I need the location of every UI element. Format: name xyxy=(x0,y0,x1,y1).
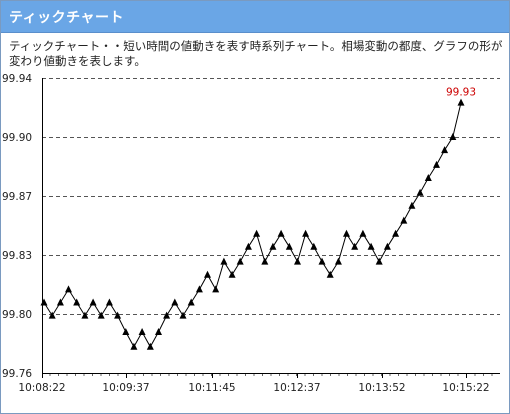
tick-marker xyxy=(138,328,146,335)
tick-marker xyxy=(81,311,89,319)
tick-marker xyxy=(441,146,449,154)
tick-marker xyxy=(457,98,465,106)
tick-marker xyxy=(114,311,122,319)
panel-title: ティックチャート xyxy=(9,10,125,26)
tick-marker xyxy=(40,298,48,306)
tick-marker xyxy=(122,328,130,335)
tick-marker xyxy=(65,285,72,293)
y-tick-label: 99.90 xyxy=(2,132,32,144)
tick-marker xyxy=(326,270,334,278)
y-tick-label: 99.80 xyxy=(2,309,32,321)
tick-marker xyxy=(392,229,400,237)
tick-marker xyxy=(187,298,195,306)
chart-grid xyxy=(42,78,500,315)
y-tick-label: 99.83 xyxy=(2,250,32,262)
tick-marker xyxy=(359,229,367,237)
tick-marker xyxy=(277,229,285,237)
tick-marker xyxy=(228,270,236,278)
x-tick-label: 10:08:22 xyxy=(18,382,65,394)
tick-marker xyxy=(73,298,81,306)
tick-marker xyxy=(433,160,440,168)
y-tick-label: 99.76 xyxy=(2,368,32,380)
tick-marker xyxy=(285,242,293,250)
tick-marker xyxy=(351,242,359,250)
tick-marker xyxy=(105,298,113,306)
x-tick-label: 10:13:52 xyxy=(358,382,405,394)
tick-marker xyxy=(334,257,342,265)
tick-marker xyxy=(310,242,318,250)
chart-axes xyxy=(42,78,500,378)
panel-title-bar: ティックチャート xyxy=(1,1,509,33)
tick-marker xyxy=(179,311,187,319)
tick-marker xyxy=(195,285,203,293)
tick-marker xyxy=(383,242,391,250)
y-axis-labels: 99.94 99.90 99.87 99.83 99.80 99.76 xyxy=(2,73,32,380)
tick-marker xyxy=(343,229,350,237)
x-tick-label: 10:09:37 xyxy=(102,382,149,394)
tick-marker xyxy=(367,242,375,250)
price-series xyxy=(40,98,465,350)
tick-marker xyxy=(155,328,162,335)
y-tick-label: 99.87 xyxy=(2,191,32,203)
tick-marker xyxy=(318,257,326,265)
x-tick-label: 10:15:22 xyxy=(442,382,489,394)
tick-marker xyxy=(269,242,277,250)
tick-marker xyxy=(400,216,408,224)
tick-marker xyxy=(375,257,383,265)
tick-marker xyxy=(97,311,105,319)
tick-marker xyxy=(408,201,416,209)
tick-marker xyxy=(212,285,220,293)
x-tick-label: 10:11:45 xyxy=(188,382,235,394)
tick-marker xyxy=(424,174,432,181)
last-value-annotation: 99.93 xyxy=(446,87,476,99)
tick-marker xyxy=(56,298,64,306)
tick-marker xyxy=(146,342,154,350)
x-axis-labels: 10:08:22 10:09:37 10:11:45 10:12:37 10:13:52… xyxy=(18,382,489,394)
tick-marker xyxy=(294,257,301,265)
tick-marker xyxy=(236,257,244,265)
tick-marker xyxy=(220,257,228,265)
tick-marker xyxy=(302,229,310,237)
tick-marker xyxy=(416,188,424,196)
tick-marker xyxy=(204,270,211,278)
tick-marker xyxy=(130,342,138,350)
tick-marker xyxy=(449,133,457,140)
tick-marker xyxy=(244,242,252,250)
chart-description: ティックチャート・・短い時間の値動きを表す時系列チャート。相場変動の都度、グラフ… xyxy=(9,39,503,68)
x-tick-label: 10:12:37 xyxy=(273,382,320,394)
tick-marker xyxy=(171,298,179,306)
last-value-label: 99.93 xyxy=(446,87,476,99)
tick-marker xyxy=(261,257,269,265)
tick-marker xyxy=(48,311,56,319)
y-tick-label: 99.94 xyxy=(2,73,32,85)
tick-marker xyxy=(253,229,261,237)
price-line xyxy=(43,102,462,348)
tick-marker xyxy=(163,311,171,319)
tick-marker xyxy=(89,298,97,306)
